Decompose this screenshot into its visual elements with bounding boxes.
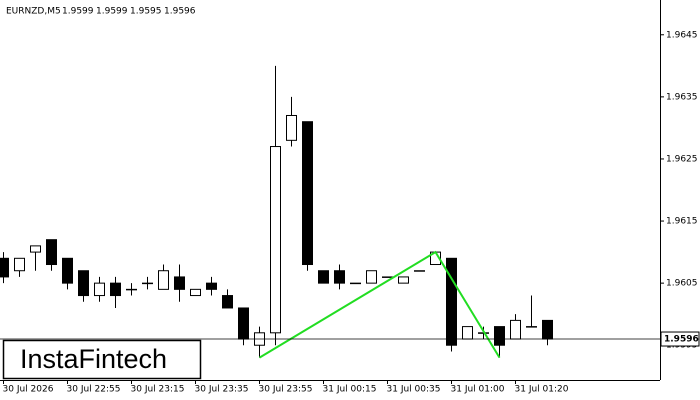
candle-body-up — [30, 245, 41, 253]
candle-body-down — [414, 270, 425, 272]
candle-body-up — [190, 288, 201, 297]
candle-body-down — [142, 282, 153, 285]
candle-body-down — [318, 270, 329, 284]
logo: InstaFintech — [20, 344, 167, 374]
candle-body-down — [542, 319, 553, 340]
y-tick-label: 1.9635 — [666, 92, 698, 102]
y-tick-label: 1.9605 — [666, 279, 698, 289]
candle-body-up — [158, 270, 169, 290]
x-tick-label: 30 Jul 2026 — [3, 385, 54, 395]
candle-body-down — [302, 121, 313, 266]
header-quote: 1.9599 — [62, 7, 94, 17]
candle-body-down — [446, 257, 457, 346]
candle-body-down — [382, 276, 393, 278]
candle-body-up — [366, 270, 377, 284]
chart-title: EURNZD,M5 — [6, 7, 61, 17]
candle-body-down — [238, 307, 249, 340]
y-tick-label: 1.9625 — [666, 154, 698, 164]
x-tick-label: 30 Jul 23:15 — [131, 385, 185, 395]
watermark-box: InstaFintech — [2, 339, 202, 380]
x-tick-label: 30 Jul 23:35 — [195, 385, 249, 395]
candle-body-down — [494, 326, 505, 346]
candle-body-down — [526, 326, 537, 328]
candle-body-up — [286, 114, 297, 141]
logo-frame — [2, 339, 202, 380]
candle-body-up — [270, 146, 281, 334]
pattern-line — [258, 250, 501, 359]
x-tick-label: 31 Jul 00:15 — [323, 385, 377, 395]
candle-body-down — [222, 295, 233, 309]
x-tick-label: 30 Jul 23:55 — [259, 385, 313, 395]
candle-body-up — [510, 319, 521, 340]
candle-body-down — [78, 270, 89, 297]
candle-body-down — [46, 239, 57, 266]
last-price-box — [660, 331, 700, 347]
candle-body-down — [334, 270, 345, 284]
header-quote: 1.9599 — [96, 7, 128, 17]
y-tick-label: 1.9645 — [666, 30, 698, 40]
candle-body-down — [174, 276, 185, 290]
candle-body-down — [62, 257, 73, 284]
x-tick-label: 31 Jul 01:00 — [451, 385, 505, 395]
last-price-label: 1.9596 — [664, 335, 699, 345]
x-tick-label: 31 Jul 00:35 — [387, 385, 441, 395]
x-tick-label: 30 Jul 22:55 — [67, 385, 121, 395]
candle-body-up — [462, 326, 473, 340]
candle-body-down — [0, 257, 9, 278]
candle-body-up — [398, 276, 409, 284]
y-tick-label: 1.9615 — [666, 217, 698, 227]
candle-body-down — [350, 282, 361, 285]
candle-body-up — [14, 257, 25, 272]
candle-body-down — [110, 282, 121, 297]
x-tick-label: 31 Jul 01:20 — [515, 385, 569, 395]
candle-body-down — [126, 288, 137, 291]
candle-body-down — [206, 282, 217, 290]
header-quote: 1.9595 — [130, 7, 162, 17]
candle-body-up — [94, 282, 105, 297]
header-quote: 1.9596 — [164, 7, 196, 17]
